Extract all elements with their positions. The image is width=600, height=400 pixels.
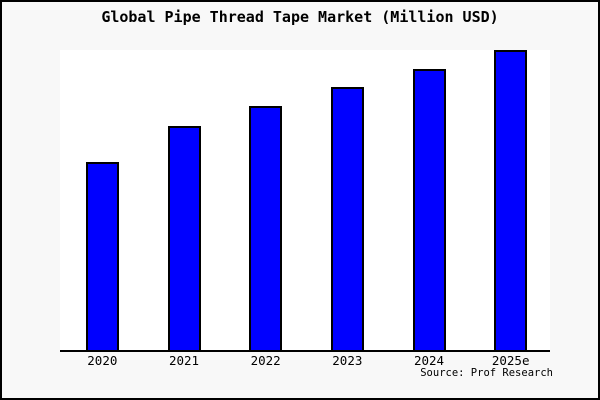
x-tick-label: 2024 — [413, 353, 445, 368]
plot-area — [60, 50, 550, 352]
bar-2025e — [494, 50, 528, 350]
x-axis-labels: 2020 2021 2022 2023 2024 2025e — [60, 353, 550, 371]
source-credit: Source: Prof Research — [420, 367, 553, 379]
bar-2024 — [412, 69, 446, 350]
x-tick-label: 2022 — [250, 353, 281, 368]
x-tick-label: 2023 — [332, 353, 363, 368]
bar-2021 — [167, 126, 201, 350]
bar-2020 — [85, 162, 119, 350]
x-tick-label: 2025e — [491, 353, 530, 368]
chart-title: Global Pipe Thread Tape Market (Million … — [101, 8, 499, 26]
x-tick-label: 2020 — [87, 353, 118, 368]
bar-2022 — [249, 106, 283, 350]
x-tick-label: 2021 — [168, 353, 200, 368]
bar-2023 — [330, 87, 364, 350]
